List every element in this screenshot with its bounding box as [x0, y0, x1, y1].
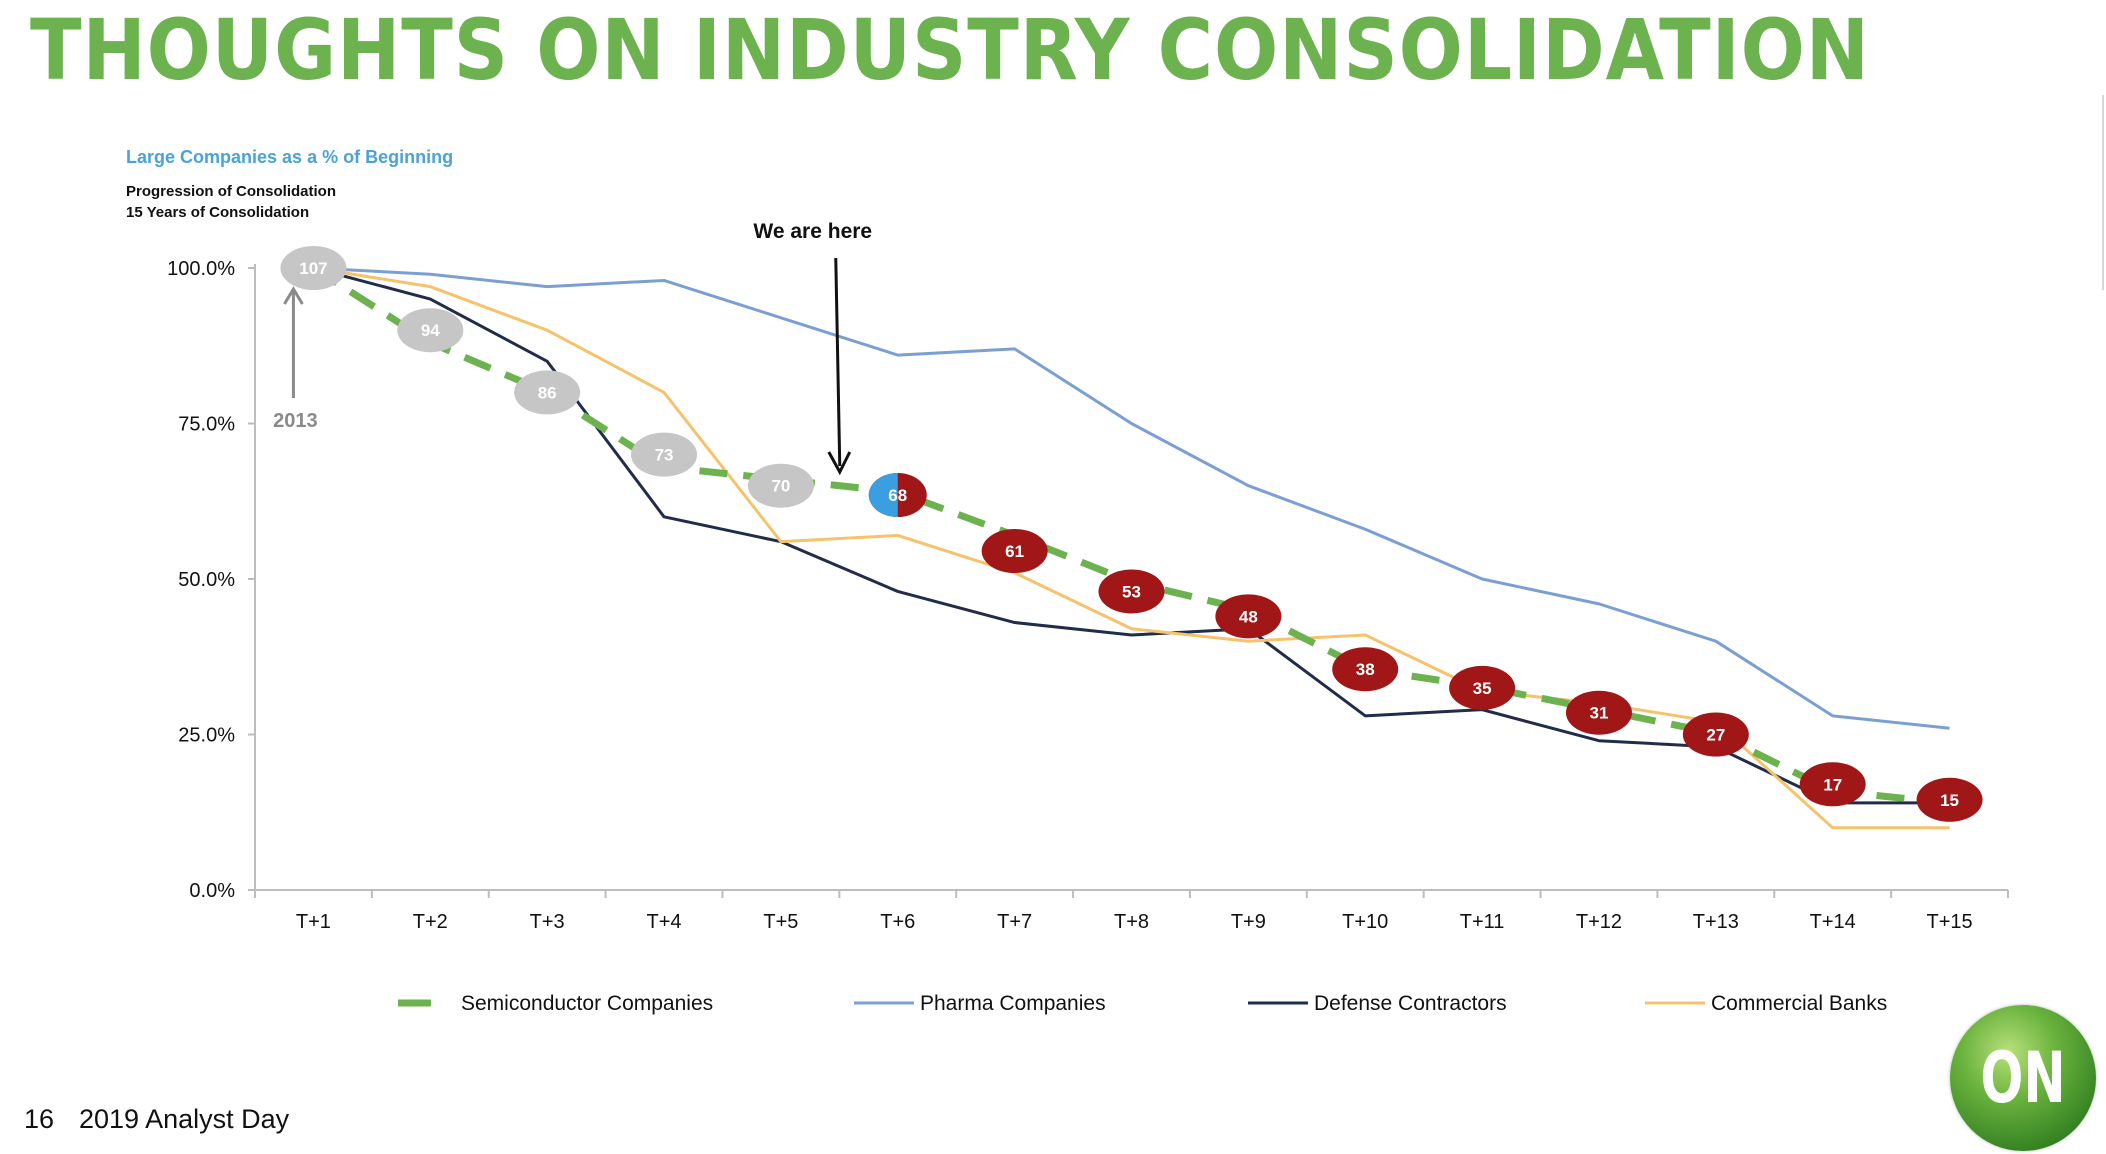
edge-divider [2102, 95, 2104, 290]
x-tick-label: T+2 [413, 911, 448, 933]
footer-event-name: 2019 Analyst Day [79, 1104, 290, 1134]
logo-text: ON [1980, 1037, 2066, 1119]
company-count-marker [747, 463, 814, 508]
legend-label: Defense Contractors [1314, 992, 1507, 1015]
company-count-label: 94 [421, 321, 440, 340]
y-tick-label: 0.0% [189, 880, 235, 902]
slide-title: THOUGHTS ON INDUSTRY CONSOLIDATION [30, 1, 1870, 99]
x-tick-label: T+4 [647, 911, 682, 933]
company-count-marker [1215, 594, 1282, 639]
x-tick-label: T+11 [1460, 911, 1505, 933]
company-count-label: 107 [299, 259, 327, 278]
x-tick-label: T+3 [530, 911, 565, 933]
company-count-label: 31 [1590, 704, 1609, 723]
x-tick-label: T+15 [1926, 911, 1972, 933]
company-count-marker [514, 370, 581, 415]
company-count-marker [1565, 690, 1632, 735]
company-count-marker [1332, 647, 1399, 692]
company-count-marker [1916, 777, 1983, 822]
company-count-marker [631, 432, 698, 477]
x-tick-label: T+13 [1693, 911, 1739, 933]
series-line-commercial-banks [313, 266, 1950, 830]
company-count-marker [280, 246, 347, 290]
we-are-here-label: We are here [753, 220, 872, 243]
company-count-label: 70 [771, 477, 790, 496]
company-count-label: 17 [1823, 775, 1842, 794]
company-count-label: 27 [1706, 726, 1725, 745]
x-tick-label: T+14 [1810, 911, 1856, 933]
y-tick-label: 100.0% [167, 258, 235, 280]
chart-subtitle-years: 15 Years of Consolidation [126, 204, 310, 221]
y-tick-label: 25.0% [178, 725, 235, 747]
company-count-label: 68 [888, 486, 907, 505]
x-tick-label: T+6 [880, 911, 915, 933]
legend-label: Pharma Companies [920, 992, 1106, 1015]
marker-current-half [868, 473, 898, 518]
x-tick-label: T+9 [1231, 911, 1266, 933]
company-count-marker [1682, 712, 1749, 757]
company-count-label: 48 [1239, 607, 1258, 626]
x-tick-label: T+7 [997, 911, 1032, 933]
company-count-label: 15 [1940, 791, 1959, 810]
legend-label: Commercial Banks [1711, 992, 1887, 1015]
company-count-marker [397, 308, 464, 353]
company-count-marker [1799, 762, 1866, 807]
company-count-label: 38 [1356, 660, 1375, 679]
x-tick-label: T+1 [296, 911, 331, 933]
company-count-label: 53 [1122, 582, 1141, 601]
on-semiconductor-logo: ON [1950, 1005, 2096, 1151]
y-tick-label: 75.0% [178, 414, 235, 436]
company-count-marker [1098, 569, 1165, 614]
company-count-label: 86 [538, 383, 557, 402]
chart-subtitle-progression: Progression of Consolidation [126, 183, 337, 200]
y-tick-label: 50.0% [178, 569, 235, 591]
company-count-label: 35 [1473, 679, 1492, 698]
company-count-label: 61 [1005, 542, 1024, 561]
x-tick-label: T+5 [763, 911, 798, 933]
start-year-label: 2013 [273, 410, 318, 432]
series-line-pharma-companies [313, 266, 1950, 730]
we-are-here-arrowhead [827, 451, 852, 476]
company-count-marker [1449, 665, 1516, 710]
x-tick-label: T+8 [1114, 911, 1149, 933]
company-count-label: 73 [655, 446, 674, 465]
chart-title: Large Companies as a % of Beginning [126, 147, 454, 167]
start-year-arrowhead [283, 286, 304, 305]
legend-label: Semiconductor Companies [461, 992, 713, 1015]
footer-page-number: 16 [24, 1104, 55, 1134]
x-tick-label: T+12 [1576, 911, 1622, 933]
x-tick-label: T+10 [1342, 911, 1388, 933]
we-are-here-arrow-shaft [834, 257, 842, 467]
company-count-marker [981, 529, 1048, 574]
